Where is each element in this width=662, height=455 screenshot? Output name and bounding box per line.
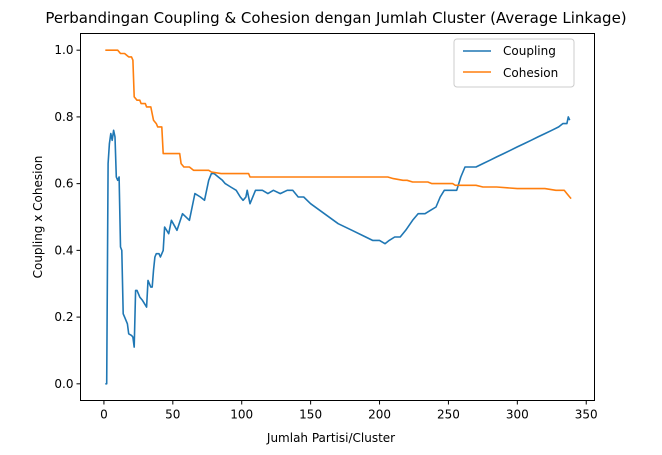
- series-line-coupling: [105, 116, 571, 385]
- legend-label-coupling: Coupling: [503, 44, 556, 58]
- x-tick-label: 0: [100, 408, 108, 422]
- series-line-cohesion: [105, 49, 572, 200]
- x-tick-label: 100: [230, 408, 253, 422]
- y-tick-label: 0.8: [54, 110, 73, 124]
- chart-title: Perbandingan Coupling & Cohesion dengan …: [45, 9, 626, 27]
- x-tick-label: 300: [506, 408, 529, 422]
- y-axis-label: Coupling x Cohesion: [31, 156, 45, 279]
- x-tick-label: 200: [368, 408, 391, 422]
- y-tick-label: 0.4: [54, 243, 73, 257]
- y-tick-label: 0.0: [54, 377, 73, 391]
- y-tick-label: 0.2: [54, 310, 73, 324]
- x-tick-label: 350: [575, 408, 598, 422]
- legend: Coupling Cohesion: [453, 38, 575, 88]
- plot-lines: [105, 49, 572, 385]
- x-tick-label: 250: [437, 408, 460, 422]
- y-tick-label: 0.6: [54, 177, 73, 191]
- legend-label-cohesion: Cohesion: [503, 66, 558, 80]
- x-axis-label: Jumlah Partisi/Cluster: [266, 431, 395, 445]
- x-tick-label: 50: [165, 408, 180, 422]
- x-tick-label: 150: [299, 408, 322, 422]
- x-axis-ticks: 0 50 100 150 200 250 300 350: [100, 400, 598, 422]
- plot-frame: [80, 33, 595, 401]
- y-tick-label: 1.0: [54, 43, 73, 57]
- y-axis-ticks: 0.0 0.2 0.4 0.6 0.8 1.0: [54, 43, 81, 391]
